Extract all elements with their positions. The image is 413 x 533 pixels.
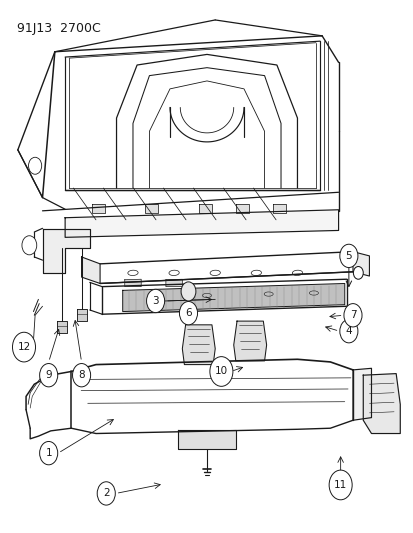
- Text: 12: 12: [17, 342, 31, 352]
- Polygon shape: [352, 252, 368, 276]
- Text: 4: 4: [345, 326, 351, 336]
- Polygon shape: [233, 321, 266, 361]
- Text: 5: 5: [345, 251, 351, 261]
- Polygon shape: [182, 325, 215, 365]
- Text: 91J13  2700C: 91J13 2700C: [17, 21, 100, 35]
- Text: 10: 10: [214, 367, 228, 376]
- Circle shape: [179, 302, 197, 325]
- Circle shape: [40, 364, 57, 387]
- Polygon shape: [178, 430, 235, 449]
- Text: 6: 6: [185, 308, 191, 318]
- Polygon shape: [145, 204, 158, 214]
- Polygon shape: [166, 279, 182, 287]
- Polygon shape: [43, 229, 90, 273]
- Text: 2: 2: [103, 488, 109, 498]
- Polygon shape: [76, 309, 86, 320]
- Text: 1: 1: [45, 448, 52, 458]
- Polygon shape: [81, 257, 100, 284]
- Polygon shape: [235, 204, 248, 214]
- Circle shape: [180, 282, 195, 301]
- Polygon shape: [198, 204, 211, 214]
- Text: 3: 3: [152, 296, 159, 306]
- Circle shape: [353, 266, 362, 279]
- Polygon shape: [362, 374, 399, 433]
- Circle shape: [343, 304, 361, 327]
- Ellipse shape: [156, 296, 163, 301]
- Circle shape: [22, 236, 37, 255]
- Circle shape: [209, 357, 233, 386]
- Text: 11: 11: [333, 480, 347, 490]
- Circle shape: [97, 482, 115, 505]
- Polygon shape: [272, 204, 285, 214]
- Polygon shape: [65, 210, 338, 237]
- Circle shape: [72, 364, 90, 387]
- Polygon shape: [352, 368, 370, 420]
- Circle shape: [12, 332, 36, 362]
- Circle shape: [339, 244, 357, 268]
- Text: 7: 7: [349, 310, 356, 320]
- Circle shape: [328, 470, 351, 500]
- Circle shape: [146, 289, 164, 313]
- Polygon shape: [92, 204, 105, 214]
- Polygon shape: [122, 284, 344, 312]
- Text: 8: 8: [78, 370, 85, 380]
- Polygon shape: [57, 320, 67, 333]
- Polygon shape: [124, 279, 141, 287]
- Circle shape: [339, 319, 357, 343]
- Text: 9: 9: [45, 370, 52, 380]
- Circle shape: [40, 441, 57, 465]
